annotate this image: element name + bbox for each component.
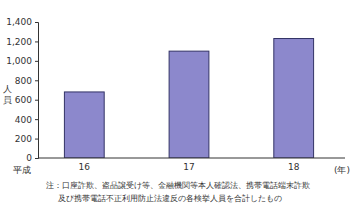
y-tick-mark bbox=[35, 158, 38, 159]
y-tick: 0 bbox=[26, 153, 38, 163]
y-tick-label: 400 bbox=[15, 115, 32, 125]
y-tick-label: 1,000 bbox=[6, 56, 32, 66]
y-tick-mark bbox=[35, 61, 38, 62]
chart: 0 200 400 600 800 1,000 1,200 1,400 16 17 18 平成 (年) 人… bbox=[0, 0, 355, 214]
y-tick-label: 1,200 bbox=[6, 37, 32, 47]
y-tick-mark bbox=[35, 22, 38, 23]
note: 注：口座詐欺、盗品譲受け等、金融機関等本人確認法、携帯電話端末詐欺 bbox=[46, 181, 310, 190]
y-tick-mark bbox=[35, 119, 38, 120]
x-tick-label: 18 bbox=[288, 162, 300, 172]
y-tick-label: 600 bbox=[15, 95, 32, 105]
x-axis: 16 17 18 bbox=[38, 158, 345, 172]
bar bbox=[274, 39, 314, 158]
bar bbox=[169, 51, 209, 158]
y-tick-mark bbox=[35, 80, 38, 81]
y-tick: 800 bbox=[15, 76, 38, 86]
y-tick: 600 bbox=[15, 95, 38, 105]
y-tick: 200 bbox=[15, 134, 38, 144]
y-tick: 1,400 bbox=[6, 17, 38, 27]
bars bbox=[64, 39, 313, 158]
bar bbox=[64, 92, 104, 158]
y-tick-label: 800 bbox=[15, 76, 32, 86]
x-tick-label: 17 bbox=[183, 162, 194, 172]
y-tick-label: 200 bbox=[15, 134, 32, 144]
x-tick: 17 bbox=[183, 158, 194, 172]
y-label: 人員 bbox=[3, 84, 12, 105]
x-tick-label: 16 bbox=[79, 162, 91, 172]
y-tick-mark bbox=[35, 100, 38, 101]
x-axis-line bbox=[38, 158, 345, 159]
y-tick-mark bbox=[35, 139, 38, 140]
y-tick-label: 1,400 bbox=[6, 17, 32, 27]
x-tick: 18 bbox=[288, 158, 300, 172]
y-tick: 1,200 bbox=[6, 37, 38, 47]
y-tick: 1,000 bbox=[6, 56, 38, 66]
note: 及び携帯電話不正利用防止法違反の各検挙人員を合計したもの bbox=[58, 194, 282, 203]
y-tick-mark bbox=[35, 41, 38, 42]
x-tick: 16 bbox=[79, 158, 91, 172]
y-tick-label: 0 bbox=[26, 153, 32, 163]
y-tick: 400 bbox=[15, 115, 38, 125]
x-label: (年) bbox=[334, 165, 350, 175]
y-axis-line bbox=[35, 23, 39, 159]
x-prefix: 平成 bbox=[13, 165, 31, 175]
